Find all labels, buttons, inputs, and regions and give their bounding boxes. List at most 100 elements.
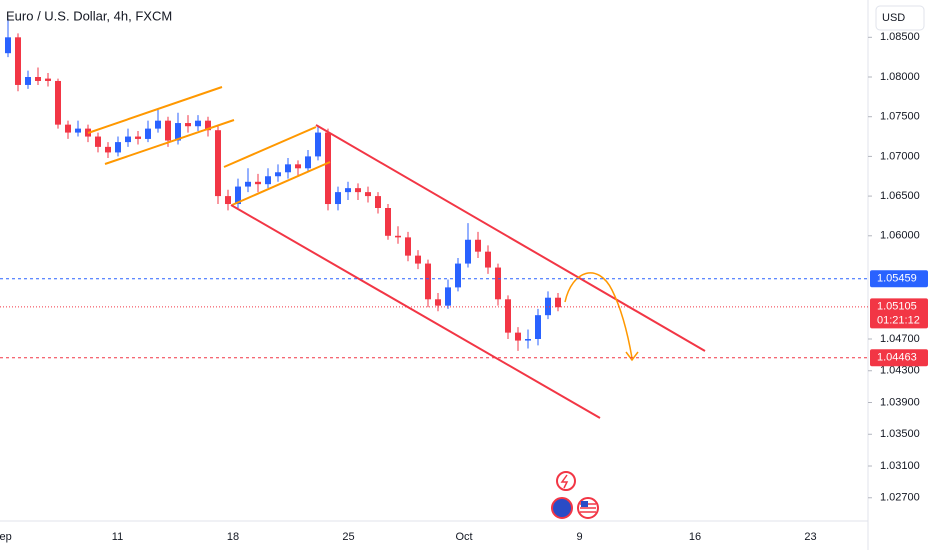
price-label: 1.04463 [877,352,917,364]
candle-body [115,142,121,153]
candle-body [315,132,321,157]
candle-body [25,77,31,85]
channel-line [87,86,223,134]
candle-body [355,188,361,193]
channel-line [231,161,331,206]
x-tick-label: 18 [227,531,239,543]
y-tick-label: 1.03500 [880,428,920,440]
candle-body [555,297,561,308]
eu-flag-icon[interactable] [551,497,573,519]
candle-body [5,37,11,54]
x-tick-label: 25 [342,531,354,543]
x-tick-label: Oct [455,531,472,543]
candle-body [425,263,431,300]
arrow-head [625,351,639,362]
candle-body [475,239,481,252]
candle-body [275,172,281,177]
price-label-box [870,349,928,367]
y-tick-label: 1.08000 [880,71,920,83]
candle-body [335,192,341,205]
candle-body [365,192,371,197]
channel-line [230,204,601,419]
price-label: 1.05459 [877,273,917,285]
y-tick-label: 1.06500 [880,190,920,202]
event-icon[interactable] [556,471,576,491]
channel-line [104,119,235,165]
x-tick-label: Sep [0,531,12,543]
candle-body [155,120,161,129]
countdown-label: 01:21:12 [877,315,920,327]
candle-body [325,132,331,205]
price-label: 1.05105 [877,301,917,313]
candle-body [415,255,421,264]
candle-body [405,237,411,256]
candle-body [65,124,71,133]
candle-body [205,120,211,131]
channel-line [223,126,317,168]
y-tick-label: 1.02700 [880,492,920,504]
candle-body [345,188,351,193]
icons [551,471,599,519]
candle-body [295,164,301,169]
candle-body [125,136,131,143]
candles [5,18,561,351]
currency-label: USD [882,12,905,24]
candle-body [75,128,81,133]
y-tick-label: 1.04700 [880,333,920,345]
chart-title: Euro / U.S. Dollar, 4h, FXCM [6,8,172,23]
y-tick-label: 1.03900 [880,396,920,408]
currency-button[interactable] [875,5,925,31]
us-flag-canton [581,501,588,507]
event-icon-bolt [560,474,569,489]
candle-body [395,235,401,238]
candle-body [225,196,231,205]
y-tick-label: 1.04300 [880,365,920,377]
candle-body [165,120,171,141]
candle-body [55,80,61,125]
candle-body [525,338,531,341]
candle-body [215,130,221,197]
candle-body [265,176,271,185]
candle-body [545,297,551,316]
candle-body [255,181,261,185]
x-tick-label: 23 [804,531,816,543]
candle-body [145,128,151,139]
candle-body [445,287,451,306]
candle-body [35,77,41,81]
candle-body [175,123,181,141]
candle-body [15,37,21,85]
candle-body [305,156,311,169]
candle-body [515,332,521,341]
price-label-box [870,298,928,329]
candle-body [95,136,101,147]
y-tick-label: 1.07000 [880,150,920,162]
candle-body [245,181,251,187]
candle-body [285,164,291,173]
x-tick-label: 16 [689,531,701,543]
candle-body [465,239,471,264]
candle-body [505,299,511,333]
candle-body [105,146,111,153]
candle-body [235,186,241,205]
price-label-box [870,270,928,288]
candle-body [485,251,491,268]
channel-line [315,124,706,352]
y-tick-label: 1.06000 [880,230,920,242]
x-tick-label: 9 [576,531,582,543]
candle-body [495,267,501,300]
drawings [87,86,706,419]
projection-arrow [564,272,633,359]
y-tick-label: 1.08500 [880,31,920,43]
y-tick-label: 1.03100 [880,460,920,472]
candle-body [455,263,461,288]
candle-body [45,78,51,81]
candle-body [195,120,201,127]
candle-body [135,136,141,139]
candle-body [185,123,191,127]
x-tick-label: 11 [112,531,123,543]
candle-body [535,315,541,339]
candle-body [385,208,391,236]
candle-body [435,299,441,306]
